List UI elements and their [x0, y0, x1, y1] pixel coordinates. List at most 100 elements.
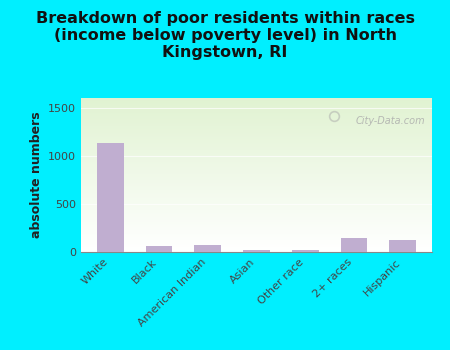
Bar	[81, 193, 432, 194]
Bar	[81, 101, 432, 102]
Bar	[81, 132, 432, 133]
Bar	[81, 231, 432, 232]
Bar	[81, 211, 432, 212]
Bar	[81, 210, 432, 211]
Bar	[81, 161, 432, 162]
Bar	[81, 156, 432, 157]
Bar	[81, 121, 432, 122]
Bar	[81, 179, 432, 180]
Bar	[81, 203, 432, 204]
Bar	[81, 162, 432, 163]
Bar	[81, 176, 432, 177]
Bar	[81, 182, 432, 183]
Bar	[81, 109, 432, 110]
Bar	[81, 220, 432, 221]
Bar	[81, 186, 432, 187]
Bar	[81, 171, 432, 172]
Bar	[81, 245, 432, 246]
Bar	[81, 153, 432, 154]
Bar	[341, 238, 367, 252]
Bar	[81, 248, 432, 249]
Bar	[81, 242, 432, 243]
Bar	[81, 208, 432, 209]
Text: City-Data.com: City-Data.com	[356, 117, 425, 126]
Bar	[81, 212, 432, 213]
Bar	[81, 111, 432, 112]
Bar	[81, 221, 432, 222]
Bar	[81, 192, 432, 193]
Bar	[81, 184, 432, 185]
Bar	[81, 239, 432, 240]
Bar	[81, 159, 432, 160]
Bar	[81, 154, 432, 155]
Bar	[81, 195, 432, 196]
Bar	[81, 249, 432, 250]
Bar	[81, 105, 432, 106]
Bar	[81, 152, 432, 153]
Bar	[81, 180, 432, 181]
Bar	[81, 207, 432, 208]
Bar	[81, 197, 432, 198]
Bar	[81, 201, 432, 202]
Bar	[81, 237, 432, 238]
Bar	[81, 222, 432, 223]
Bar	[81, 125, 432, 126]
Bar	[81, 102, 432, 103]
Bar	[81, 119, 432, 120]
Bar	[81, 230, 432, 231]
Bar	[81, 137, 432, 138]
Bar	[81, 240, 432, 241]
Text: Breakdown of poor residents within races
(income below poverty level) in North
K: Breakdown of poor residents within races…	[36, 10, 414, 60]
Bar	[81, 130, 432, 131]
Bar	[81, 246, 432, 247]
Bar	[81, 214, 432, 215]
Bar	[81, 190, 432, 191]
Bar	[81, 124, 432, 125]
Bar	[81, 199, 432, 201]
Bar	[81, 241, 432, 242]
Bar	[81, 104, 432, 105]
Bar	[81, 178, 432, 179]
Bar	[146, 246, 172, 252]
Bar	[81, 204, 432, 205]
Bar	[81, 141, 432, 142]
Bar	[81, 151, 432, 152]
Bar	[81, 175, 432, 176]
Bar	[81, 103, 432, 104]
Bar	[81, 99, 432, 100]
Bar	[389, 240, 416, 252]
Bar	[81, 127, 432, 128]
Bar	[81, 157, 432, 158]
Bar	[81, 142, 432, 143]
Bar	[81, 183, 432, 184]
Bar	[81, 174, 432, 175]
Bar	[81, 165, 432, 166]
Bar	[81, 129, 432, 130]
Bar	[81, 181, 432, 182]
Bar	[81, 188, 432, 189]
Bar	[81, 116, 432, 117]
Bar	[81, 144, 432, 145]
Bar	[81, 98, 432, 99]
Bar	[81, 205, 432, 206]
Bar	[81, 134, 432, 135]
Bar	[81, 166, 432, 167]
Bar	[81, 160, 432, 161]
Bar	[81, 177, 432, 178]
Bar	[81, 150, 432, 151]
Bar	[81, 185, 432, 186]
Bar	[243, 250, 270, 252]
Bar	[81, 218, 432, 219]
Bar	[81, 158, 432, 159]
Bar	[81, 209, 432, 210]
Bar	[81, 100, 432, 101]
Bar	[81, 135, 432, 136]
Bar	[81, 126, 432, 127]
Bar	[81, 120, 432, 121]
Bar	[81, 223, 432, 224]
Bar	[81, 206, 432, 207]
Bar	[81, 136, 432, 137]
Bar	[81, 236, 432, 237]
Bar	[97, 143, 124, 252]
Bar	[81, 170, 432, 171]
